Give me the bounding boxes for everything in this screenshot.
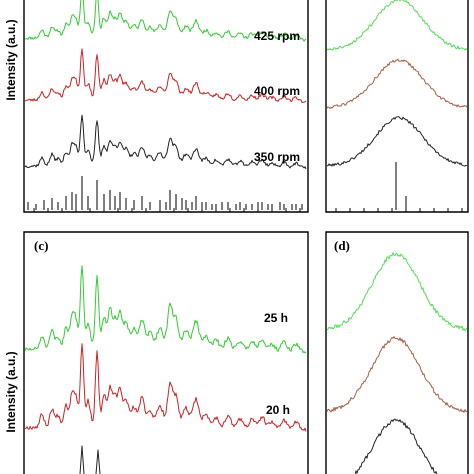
trace-b-bottom (326, 116, 468, 167)
trace-d-bottom (354, 418, 438, 474)
panel-label-c: (c) (34, 238, 48, 253)
panel-b-frame (325, 0, 469, 213)
panel-a-reference-pattern (27, 176, 303, 210)
trace-d-middle (326, 336, 468, 413)
trace-b-top (326, 0, 468, 51)
trace-350rpm (24, 114, 307, 170)
trace-20h (24, 343, 307, 432)
panel-c-frame (23, 231, 309, 474)
series-label-425rpm: 425 rpm (254, 29, 300, 43)
series-label-25h: 25 h (264, 311, 288, 325)
trace-partial-black-c (79, 445, 101, 474)
trace-25h (24, 265, 307, 354)
panel-label-d: (d) (334, 238, 350, 253)
diffraction-traces (24, 0, 468, 474)
trace-425rpm (24, 0, 307, 42)
trace-d-top (326, 252, 468, 331)
series-label-350rpm: 350 rpm (254, 150, 300, 164)
series-label-20h: 20 h (266, 403, 290, 417)
panel-a-frame (23, 0, 309, 213)
panel-b-reference-pattern (395, 162, 407, 210)
trace-400rpm (24, 48, 307, 103)
panel-d-frame (325, 231, 469, 474)
panel-a-y-axis-title: Intensity (a.u.) (4, 19, 18, 100)
trace-b-middle (326, 58, 468, 109)
panel-c-y-axis-title: Intensity (a.u.) (4, 351, 18, 432)
series-label-400rpm: 400 rpm (254, 84, 300, 98)
panel-b-x-ticks (335, 208, 463, 212)
